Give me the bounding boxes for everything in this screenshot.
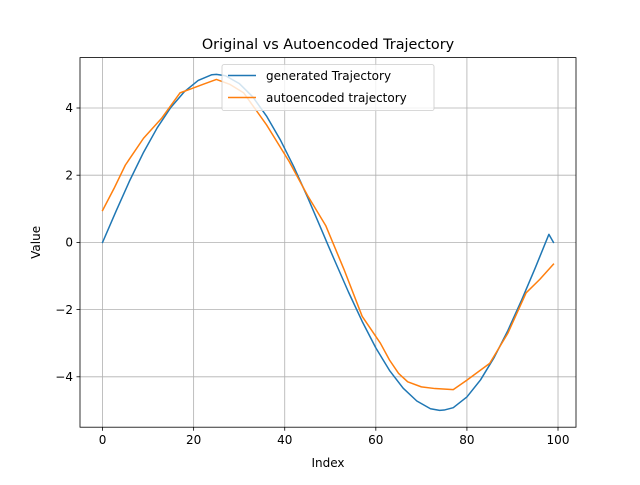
legend-label-generated: generated Trajectory bbox=[266, 69, 391, 83]
legend-box bbox=[221, 64, 435, 111]
y-tick-label: −4 bbox=[55, 370, 73, 384]
series-line-autoencoded bbox=[101, 78, 555, 391]
y-axis-label: Value bbox=[29, 226, 43, 259]
legend-label-autoencoded: autoencoded trajectory bbox=[266, 91, 407, 105]
legend: generated Trajectory autoencoded traject… bbox=[221, 64, 435, 111]
x-tick-label: 80 bbox=[459, 433, 474, 447]
x-axis-label: Index bbox=[311, 456, 344, 470]
chart-title: Original vs Autoencoded Trajectory bbox=[202, 37, 455, 53]
x-tick-label: 40 bbox=[277, 433, 292, 447]
x-tick-label: 100 bbox=[547, 433, 570, 447]
x-tick-label: 0 bbox=[99, 433, 107, 447]
y-tick-label: 0 bbox=[65, 236, 73, 250]
series-layer bbox=[101, 73, 555, 412]
y-tick-label: 4 bbox=[65, 101, 73, 115]
y-tick-label: −2 bbox=[55, 303, 73, 317]
y-tick-label: 2 bbox=[65, 168, 73, 182]
x-tick-label: 60 bbox=[368, 433, 383, 447]
tick-layer: 0 20 40 60 80 100 −4 −2 0 2 4 bbox=[55, 101, 569, 447]
x-tick-label: 20 bbox=[186, 433, 201, 447]
